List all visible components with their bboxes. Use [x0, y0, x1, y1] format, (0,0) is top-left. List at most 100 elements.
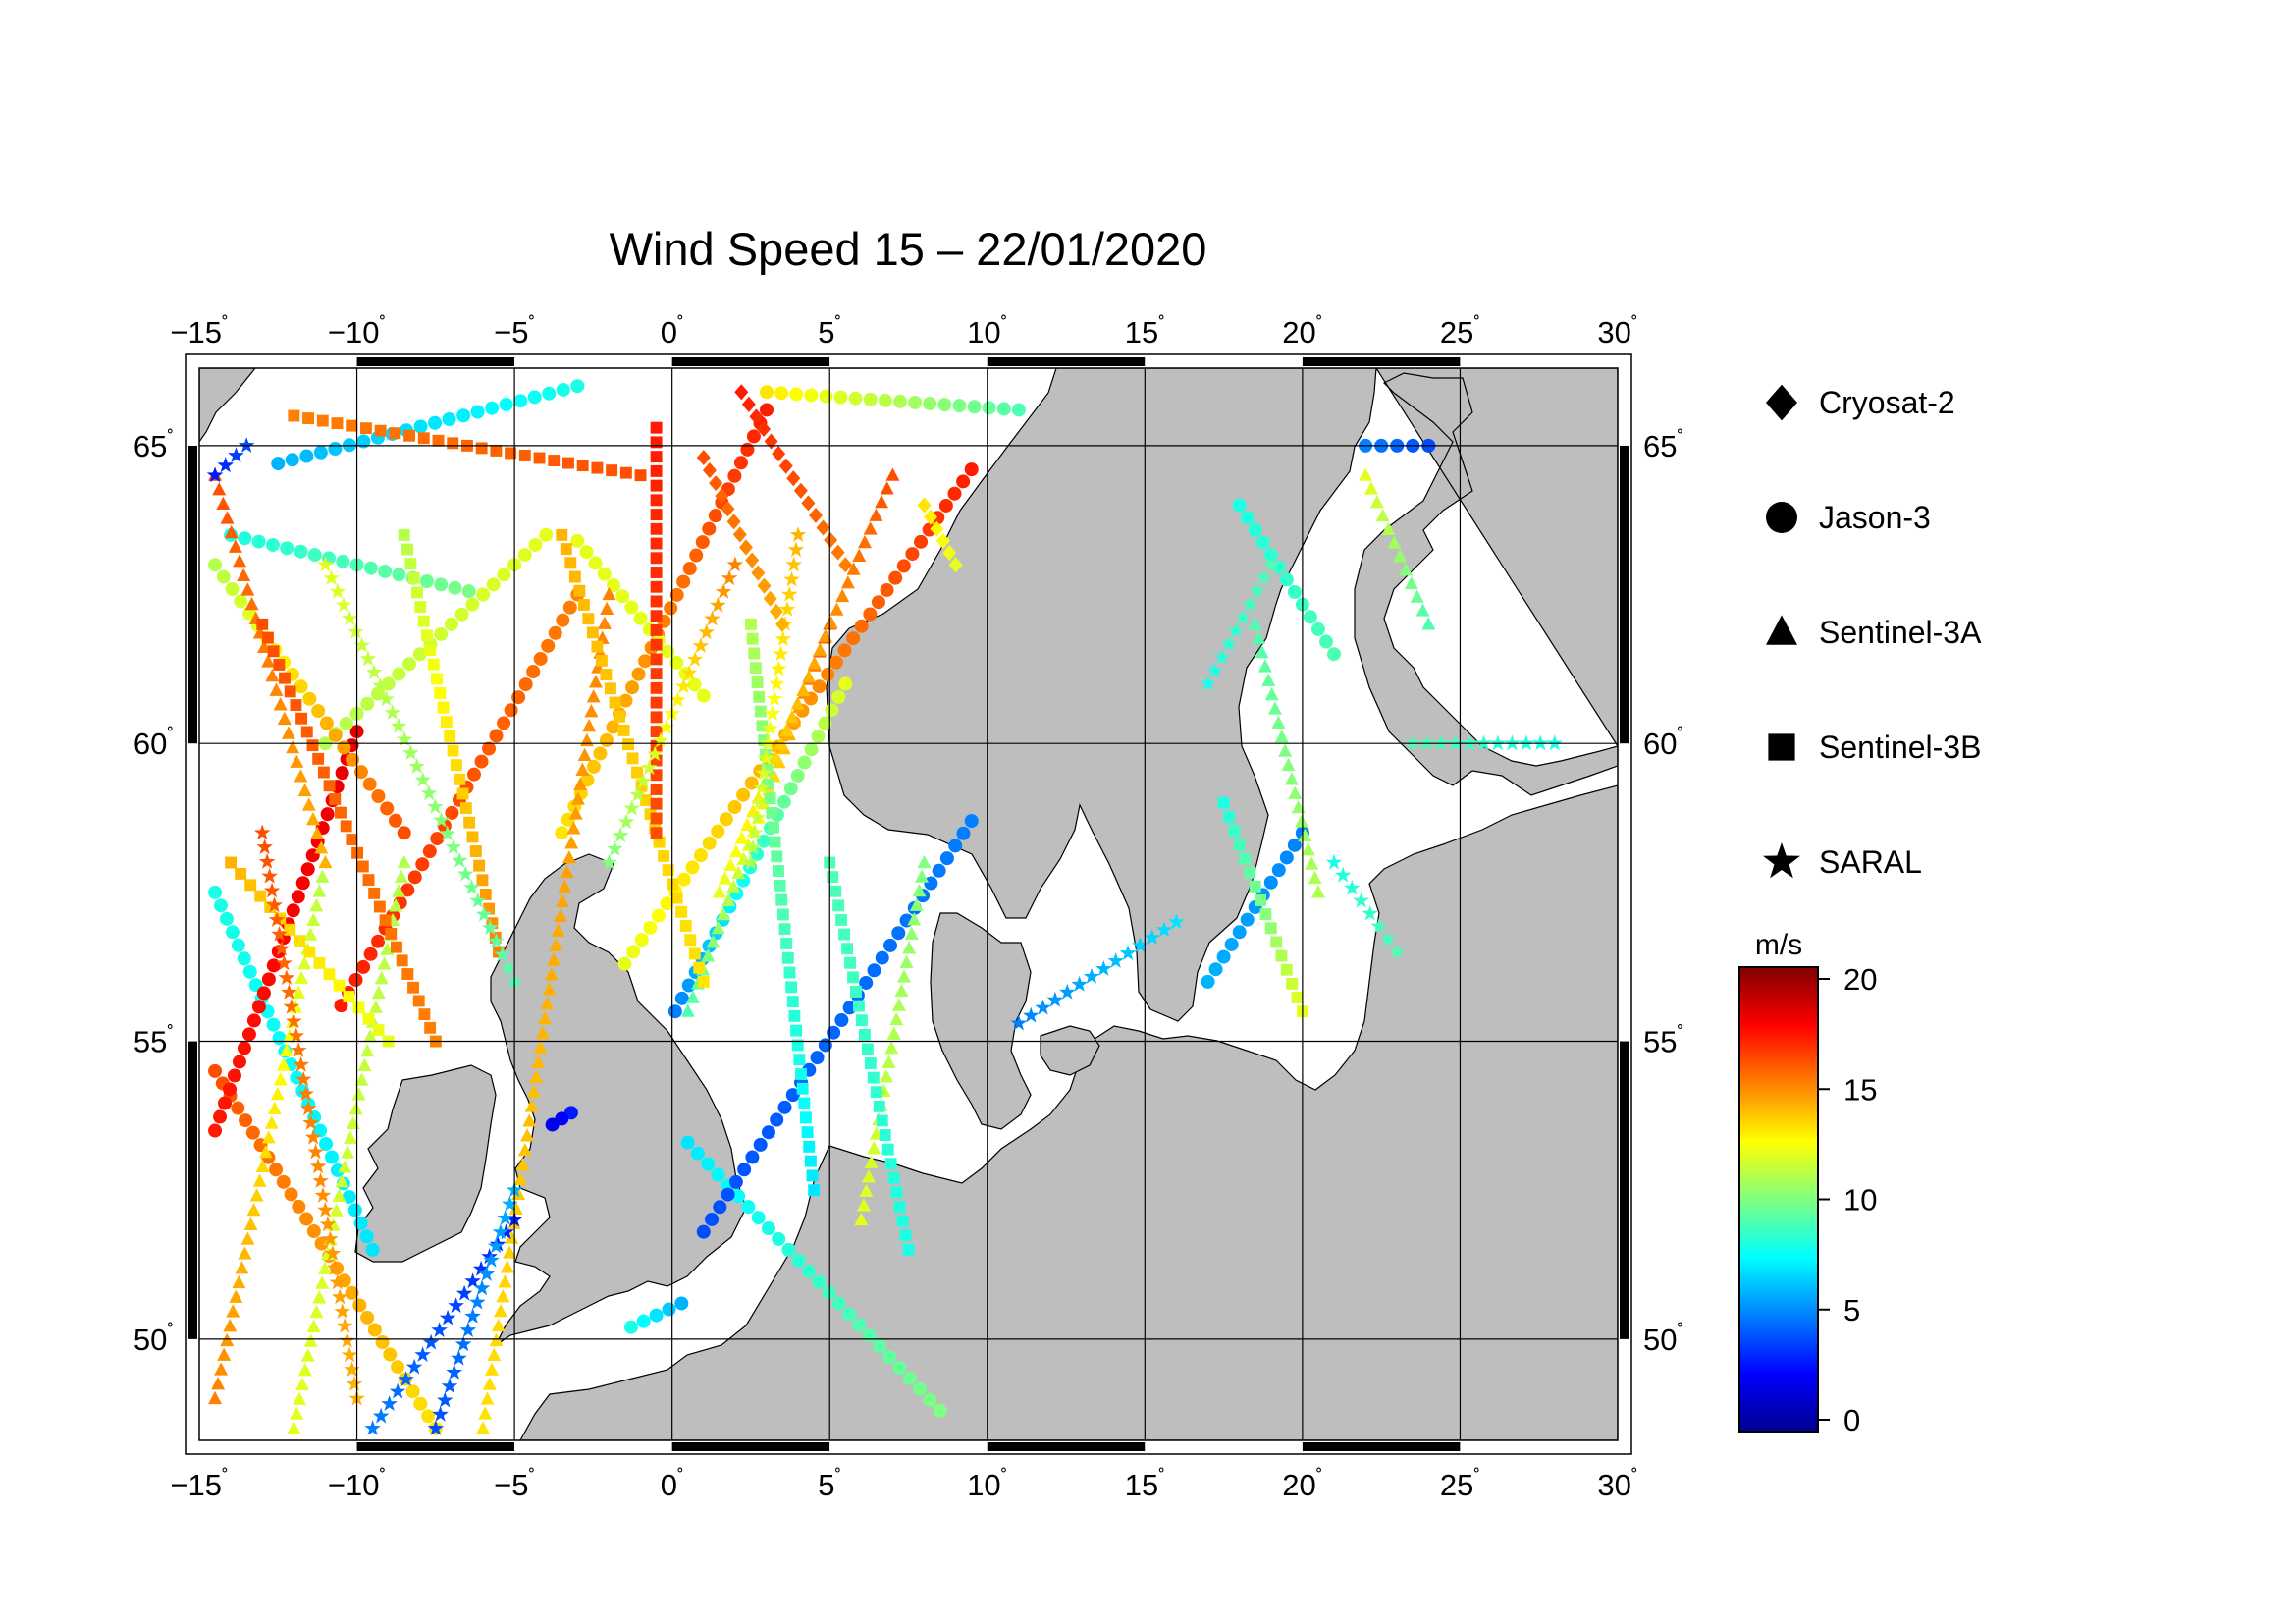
- wind-measurement-point: [335, 596, 352, 613]
- wind-measurement-point: [548, 625, 562, 640]
- wind-measurement-point: [1223, 811, 1235, 823]
- wind-measurement-point: [726, 879, 741, 893]
- wind-measurement-point: [1208, 962, 1223, 977]
- finland-landmass: [1354, 368, 1618, 796]
- wind-measurement-point: [223, 1082, 238, 1097]
- wind-measurement-point: [451, 1349, 467, 1366]
- wind-measurement-point: [277, 711, 292, 726]
- wind-measurement-point: [414, 771, 432, 787]
- wind-measurement-point: [398, 528, 410, 541]
- wind-measurement-point: [588, 675, 603, 688]
- wind-measurement-point: [689, 548, 704, 563]
- wind-measurement-point: [634, 469, 647, 482]
- wind-measurement-point: [812, 1274, 827, 1289]
- wind-measurement-point: [329, 1203, 344, 1217]
- wind-measurement-point: [564, 836, 579, 849]
- track-jason-3: [545, 1106, 578, 1132]
- wind-measurement-point: [264, 1115, 279, 1129]
- wind-measurement-point: [1059, 983, 1076, 1000]
- wind-measurement-point: [653, 836, 666, 848]
- wind-measurement-point: [686, 651, 704, 667]
- wind-measurement-point: [885, 467, 900, 481]
- wind-measurement-point: [360, 1043, 375, 1057]
- wind-measurement-point: [309, 898, 324, 912]
- wind-measurement-point: [764, 705, 781, 721]
- wind-measurement-point: [776, 908, 789, 921]
- wind-measurement-point: [312, 1290, 327, 1304]
- wind-measurement-point: [881, 1055, 896, 1068]
- wind-measurement-point: [742, 853, 760, 870]
- wind-measurement-point: [419, 574, 434, 589]
- wind-measurement-point: [827, 1025, 841, 1040]
- wind-measurement-point: [402, 744, 419, 761]
- wind-measurement-point: [319, 716, 334, 730]
- wind-measurement-point: [719, 812, 733, 827]
- wind-measurement-point: [225, 582, 240, 597]
- wind-measurement-point: [726, 514, 741, 530]
- wind-measurement-point: [763, 590, 777, 607]
- wind-measurement-point: [783, 782, 798, 796]
- wind-measurement-point: [1379, 930, 1397, 947]
- wind-measurement-point: [412, 995, 425, 1007]
- wind-measurement-point: [776, 794, 791, 809]
- wind-measurement-point: [867, 1071, 880, 1084]
- wind-measurement-point: [267, 645, 280, 658]
- wind-measurement-point: [1532, 734, 1549, 751]
- wind-measurement-point: [269, 682, 284, 696]
- wind-measurement-point: [526, 665, 541, 679]
- wind-measurement-point: [1287, 838, 1302, 852]
- wind-measurement-point: [956, 826, 971, 840]
- wind-measurement-point: [476, 874, 489, 887]
- wind-measurement-point: [414, 1346, 431, 1362]
- wind-measurement-point: [835, 914, 848, 926]
- wind-measurement-point: [365, 1242, 380, 1257]
- wind-measurement-point: [281, 726, 295, 739]
- wind-measurement-point: [256, 986, 271, 1001]
- wind-measurement-point: [1217, 796, 1230, 809]
- wind-measurement-point: [854, 1212, 869, 1226]
- wind-measurement-point: [317, 556, 334, 572]
- wind-measurement-point: [266, 896, 283, 913]
- wind-measurement-point: [912, 883, 927, 897]
- wind-measurement-point: [276, 954, 293, 971]
- wind-measurement-point: [831, 689, 846, 704]
- wind-measurement-point: [1046, 991, 1064, 1007]
- wind-measurement-point: [545, 1117, 560, 1132]
- longitude-tick-label-top: 10˚: [967, 314, 1007, 350]
- wind-measurement-point: [246, 1013, 261, 1028]
- wind-measurement-point: [352, 1298, 367, 1313]
- wind-measurement-point: [575, 762, 590, 776]
- wind-measurement-point: [217, 457, 235, 473]
- wind-measurement-point: [771, 660, 787, 676]
- wind-measurement-point: [770, 1112, 784, 1127]
- wind-measurement-point: [469, 1293, 486, 1310]
- wind-measurement-point: [323, 968, 336, 981]
- wind-measurement-point: [556, 613, 570, 627]
- wind-measurement-point: [1362, 904, 1378, 921]
- wind-measurement-point: [385, 927, 398, 940]
- wind-measurement-point: [533, 651, 548, 666]
- wind-measurement-point: [342, 610, 358, 626]
- wind-measurement-point: [1318, 634, 1333, 649]
- wind-measurement-point: [312, 752, 325, 765]
- iceland-coast-landmass: [199, 368, 256, 444]
- wind-measurement-point: [1274, 730, 1289, 743]
- wind-measurement-point: [542, 386, 557, 401]
- wind-measurement-point: [266, 1017, 281, 1032]
- wind-measurement-point: [427, 1420, 445, 1435]
- longitude-tick-label-top: 5˚: [818, 314, 841, 350]
- wind-measurement-point: [255, 1159, 270, 1173]
- wind-measurement-point: [570, 379, 585, 394]
- wind-measurement-point: [258, 1144, 273, 1159]
- wind-measurement-point: [744, 839, 762, 855]
- wind-measurement-point: [650, 784, 663, 795]
- wind-measurement-point: [780, 938, 793, 949]
- latitude-tick-label-right: 55˚: [1643, 1024, 1683, 1059]
- wind-measurement-point: [359, 650, 377, 667]
- wind-measurement-point: [1213, 648, 1231, 665]
- wind-measurement-point: [318, 854, 333, 869]
- wind-measurement-point: [216, 496, 231, 511]
- wind-measurement-point: [680, 1003, 695, 1017]
- wind-measurement-point: [658, 849, 670, 862]
- wind-measurement-point: [947, 486, 962, 501]
